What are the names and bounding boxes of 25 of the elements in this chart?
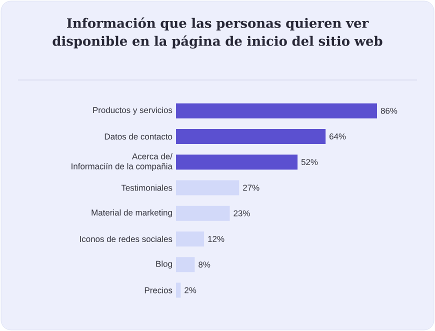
bar: [176, 128, 326, 144]
data-label: 27%: [243, 184, 260, 191]
y-tick-label: Iconos de redes sociales: [80, 236, 172, 242]
data-label: 52%: [301, 159, 318, 166]
y-tick-label: Testimoniales: [121, 184, 172, 191]
bar: [176, 154, 298, 170]
chart-title: Información que las personas quieren ver disponible en la página de inicio del sitio web: [52, 17, 382, 49]
bar: [176, 231, 204, 246]
data-label: 2%: [184, 287, 196, 294]
y-tick-label: Datos de contacto: [104, 133, 172, 140]
bar: [176, 103, 377, 118]
data-label: 23%: [234, 210, 250, 216]
data-label: 64%: [330, 133, 346, 140]
bar: [176, 257, 195, 272]
data-label: 86%: [380, 108, 398, 114]
y-tick-label: Acerca de/ Informaciín de la compañia: [72, 153, 172, 171]
data-label: 8%: [198, 262, 210, 268]
bar: [176, 206, 230, 221]
bar: [176, 180, 240, 196]
y-tick-label: Productos y servicios: [93, 106, 172, 115]
y-tick-label: Material de marketing: [92, 209, 172, 218]
bar: [176, 282, 181, 298]
data-label: 12%: [208, 236, 224, 242]
y-tick-label: Precios: [144, 287, 172, 294]
y-tick-label: Blog: [156, 260, 172, 269]
